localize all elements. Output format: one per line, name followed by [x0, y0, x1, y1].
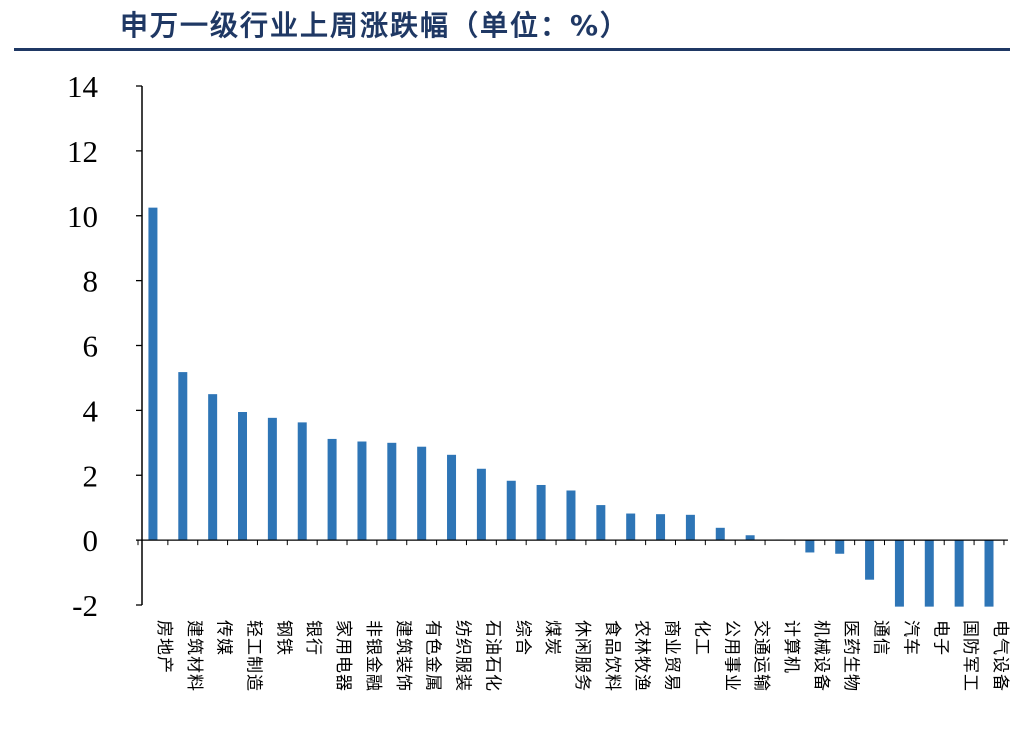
x-category-label: 休闲服务: [572, 620, 592, 692]
y-tick-label: 4: [83, 393, 99, 428]
x-category-label: 家用电器: [333, 620, 353, 692]
axes-layer: [136, 85, 1008, 606]
x-category-label: 房地产: [154, 620, 174, 674]
bar: [626, 513, 636, 541]
y-tick-label: 0: [83, 523, 99, 558]
x-category-label: 医药生物: [841, 620, 861, 692]
bar: [865, 540, 875, 580]
bar: [566, 490, 576, 541]
y-tick-label: 8: [83, 264, 99, 299]
x-category-label: 电子: [930, 620, 950, 656]
x-category-label: 汽车: [900, 620, 920, 656]
bar: [745, 535, 755, 541]
bar: [536, 484, 546, 541]
bar: [447, 454, 457, 541]
y-tick-labels: 14 12 10 8 6 4 2 0 -2: [67, 69, 99, 623]
bar: [894, 540, 904, 607]
bar: [297, 422, 307, 541]
bar: [327, 438, 337, 541]
bar: [267, 417, 277, 541]
bar: [924, 540, 934, 607]
bar: [417, 446, 427, 541]
bar: [148, 207, 158, 541]
bar: [685, 514, 695, 541]
bar: [954, 540, 964, 607]
chart-title: 申万一级行业上周涨跌幅（单位：%）: [120, 9, 631, 42]
x-category-label: 轻工制造: [244, 620, 264, 692]
bar: [178, 372, 188, 541]
title-divider: [14, 48, 1010, 51]
x-category-label: 电气设备: [990, 620, 1010, 692]
y-tick-label: 2: [83, 458, 99, 493]
x-category-label: 钢铁: [273, 620, 293, 656]
x-category-label: 计算机: [781, 620, 801, 674]
x-category-label: 煤炭: [542, 620, 562, 656]
x-category-label: 纺织服装: [453, 620, 473, 692]
x-category-label: 国防军工: [960, 620, 980, 692]
y-tick-label: 6: [83, 329, 99, 364]
y-tick-label: 12: [67, 134, 98, 169]
x-category-label: 建筑材料: [184, 620, 204, 692]
bar: [506, 480, 516, 541]
bar: [656, 514, 666, 541]
y-tick-label: 14: [67, 69, 99, 104]
bar: [835, 540, 845, 554]
y-tick-label: 10: [67, 199, 98, 234]
bar: [805, 540, 815, 553]
x-category-label: 非银金融: [363, 620, 383, 692]
x-category-label: 传媒: [214, 620, 234, 656]
bars-layer: [148, 207, 994, 607]
bar: [596, 505, 606, 541]
x-category-label: 石油石化: [482, 620, 502, 692]
bar: [208, 394, 218, 541]
x-category-label: 交通运输: [751, 620, 771, 692]
x-category-label: 农林牧渔: [632, 620, 652, 692]
x-category-labels: 房地产 建筑材料 传媒 轻工制造 钢铁 银行 家用电器 非银金融 建筑装饰 有色金属 纺织服装 石油石…: [154, 620, 1010, 692]
x-category-label: 通信: [871, 620, 891, 656]
x-category-label: 建筑装饰: [393, 620, 413, 692]
bar: [476, 468, 486, 541]
x-category-label: 食品饮料: [602, 620, 622, 692]
bar: [715, 527, 725, 541]
bar: [238, 412, 248, 541]
bar: [357, 441, 367, 541]
y-tick-label: -2: [72, 588, 98, 623]
x-category-label: 综合: [512, 620, 532, 656]
bar: [984, 540, 994, 607]
x-category-label: 化工: [691, 620, 711, 656]
x-category-label: 有色金属: [423, 620, 443, 692]
x-category-label: 银行: [303, 620, 323, 656]
x-category-label: 机械设备: [811, 620, 831, 692]
bar: [387, 442, 397, 541]
x-category-label: 公用事业: [721, 620, 741, 692]
x-category-label: 商业贸易: [662, 620, 682, 692]
